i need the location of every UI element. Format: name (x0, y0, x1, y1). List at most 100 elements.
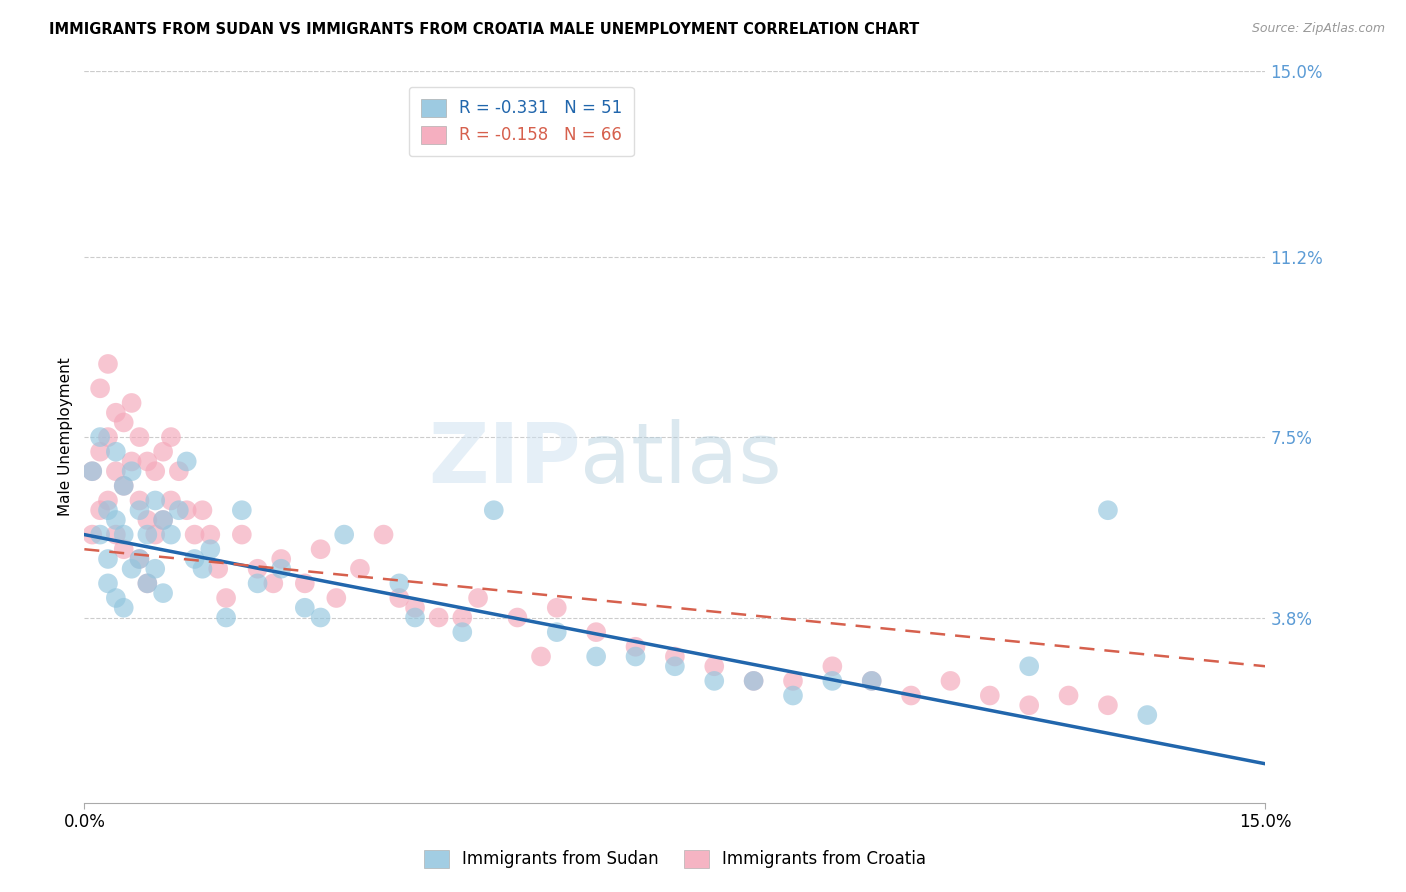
Point (664, 649, 686, 664)
Point (207, 562, 229, 576)
Point (128, 430, 150, 444)
Point (160, 430, 183, 444)
Point (451, 625, 474, 640)
Point (624, 649, 647, 664)
Point (546, 600, 568, 615)
Point (939, 673, 962, 688)
Point (294, 600, 316, 615)
Point (388, 591, 411, 605)
Point (128, 503, 150, 517)
Point (1136, 708, 1159, 723)
Point (860, 673, 883, 688)
Point (82, 464, 104, 478)
Point (143, 527, 166, 541)
Point (546, 625, 568, 640)
Legend: Immigrants from Sudan, Immigrants from Croatia: Immigrants from Sudan, Immigrants from C… (418, 843, 932, 875)
Point (82, 464, 104, 478)
Point (176, 454, 198, 468)
Point (89, 430, 111, 444)
Point (200, 527, 222, 541)
Point (404, 600, 426, 615)
Point (742, 673, 765, 688)
Point (136, 454, 159, 468)
Point (128, 552, 150, 566)
Point (979, 689, 1001, 703)
Point (89, 381, 111, 395)
Point (388, 576, 411, 591)
Point (167, 503, 190, 517)
Text: Source: ZipAtlas.com: Source: ZipAtlas.com (1251, 22, 1385, 36)
Point (121, 562, 143, 576)
Point (112, 527, 135, 541)
Point (900, 689, 922, 703)
Point (215, 610, 238, 624)
Point (294, 576, 316, 591)
Point (1097, 698, 1119, 713)
Point (427, 610, 450, 624)
Point (143, 493, 166, 508)
Point (703, 673, 725, 688)
Point (585, 625, 607, 640)
Point (97, 552, 120, 566)
Point (821, 673, 844, 688)
Point (482, 503, 505, 517)
Point (1057, 689, 1080, 703)
Point (467, 591, 489, 605)
Y-axis label: Male Unemployment: Male Unemployment (58, 358, 73, 516)
Point (104, 464, 127, 478)
Point (176, 503, 198, 517)
Point (121, 396, 143, 410)
Point (200, 542, 222, 557)
Point (373, 527, 395, 541)
Point (112, 542, 135, 557)
Point (664, 659, 686, 673)
Point (112, 416, 135, 430)
Point (136, 527, 159, 541)
Point (160, 527, 183, 541)
Point (112, 479, 135, 493)
Point (782, 689, 804, 703)
Point (143, 562, 166, 576)
Point (333, 527, 356, 541)
Point (112, 479, 135, 493)
Point (152, 513, 174, 527)
Point (104, 406, 127, 420)
Point (97, 503, 120, 517)
Point (143, 464, 166, 478)
Point (270, 552, 292, 566)
Point (97, 430, 120, 444)
Point (703, 659, 725, 673)
Point (97, 576, 120, 591)
Point (215, 591, 238, 605)
Point (104, 513, 127, 527)
Point (742, 673, 765, 688)
Point (152, 586, 174, 600)
Point (152, 444, 174, 458)
Point (782, 673, 804, 688)
Point (183, 552, 205, 566)
Point (262, 576, 284, 591)
Point (89, 527, 111, 541)
Point (231, 503, 253, 517)
Point (821, 659, 844, 673)
Point (349, 562, 371, 576)
Point (121, 454, 143, 468)
Point (231, 527, 253, 541)
Point (183, 527, 205, 541)
Point (860, 673, 883, 688)
Point (104, 591, 127, 605)
Point (97, 357, 120, 371)
Text: IMMIGRANTS FROM SUDAN VS IMMIGRANTS FROM CROATIA MALE UNEMPLOYMENT CORRELATION C: IMMIGRANTS FROM SUDAN VS IMMIGRANTS FROM… (49, 22, 920, 37)
Point (89, 503, 111, 517)
Point (89, 444, 111, 458)
Point (1018, 698, 1040, 713)
Point (246, 562, 269, 576)
Text: ZIP: ZIP (427, 418, 581, 500)
Point (97, 493, 120, 508)
Point (152, 513, 174, 527)
Point (191, 562, 214, 576)
Point (191, 503, 214, 517)
Point (121, 464, 143, 478)
Point (530, 649, 553, 664)
Point (325, 591, 347, 605)
